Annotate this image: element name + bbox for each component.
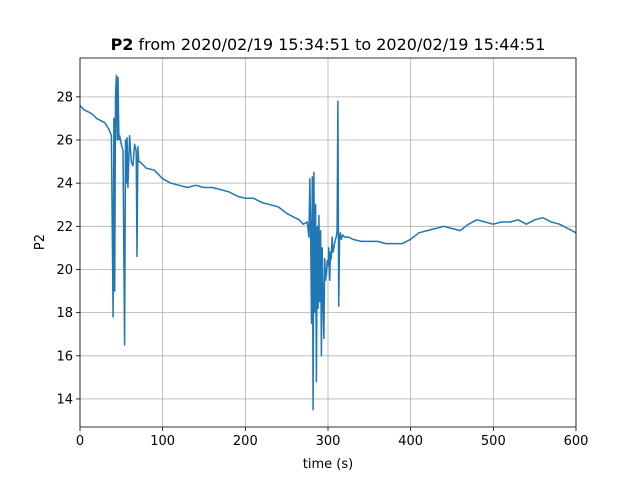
- x-tick-label: 600: [564, 434, 589, 449]
- y-tick-label: 20: [56, 263, 73, 278]
- y-tick-label: 16: [56, 349, 73, 364]
- y-tick-label: 14: [56, 392, 73, 407]
- x-tick-label: 0: [76, 434, 84, 449]
- x-tick-label: 400: [398, 434, 423, 449]
- y-tick-label: 22: [56, 220, 73, 235]
- series-layer: [79, 74, 577, 411]
- y-axis-ticks: 14 16 18 20 22 24 26 28: [56, 90, 80, 407]
- x-axis-ticks: 0 100 200 300 400 500 600: [76, 427, 589, 449]
- y-tick-label: 24: [56, 177, 73, 192]
- chart-title-bold: P2: [111, 35, 134, 54]
- y-axis-label: P2: [33, 234, 48, 250]
- x-tick-label: 100: [150, 434, 175, 449]
- series-line: [79, 74, 577, 411]
- x-axis-label: time (s): [303, 457, 353, 472]
- x-tick-label: 300: [316, 434, 341, 449]
- chart-title: P2 from 2020/02/19 15:34:51 to 2020/02/1…: [111, 35, 546, 54]
- x-tick-label: 200: [233, 434, 258, 449]
- chart-title-rest: from 2020/02/19 15:34:51 to 2020/02/19 1…: [133, 35, 545, 54]
- y-tick-label: 18: [56, 306, 73, 321]
- grid-lines: [79, 58, 577, 427]
- y-tick-label: 28: [56, 90, 73, 105]
- x-tick-label: 500: [481, 434, 506, 449]
- y-tick-label: 26: [56, 134, 73, 149]
